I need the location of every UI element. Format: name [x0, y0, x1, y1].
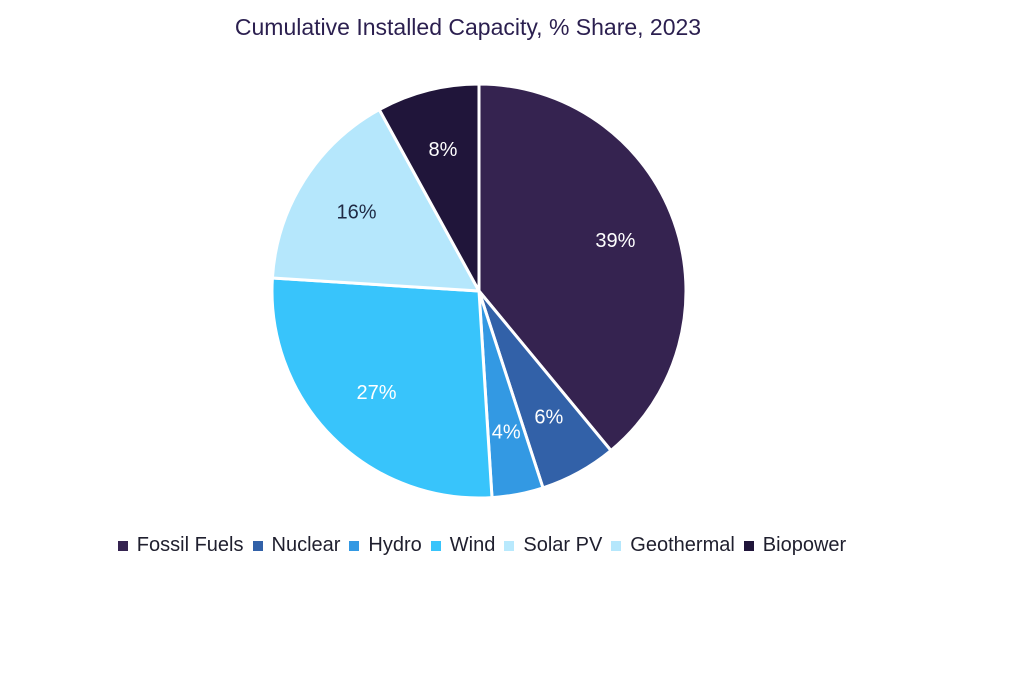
legend-label-wind: Wind [449, 534, 496, 556]
legend-item-nuclear: Nuclear [252, 534, 341, 557]
legend-swatch-wind [430, 540, 441, 551]
pie-slice-geothermal [270, 107, 482, 293]
legend-item-biopower: Biopower [743, 534, 847, 557]
pie-slice-biopower [377, 82, 481, 292]
legend-swatch-geothermal [611, 540, 622, 551]
legend-swatch-fossil-fuels [117, 540, 128, 551]
legend-item-geothermal: Geothermal [611, 534, 735, 557]
data-label-geothermal: 16% [337, 202, 377, 224]
legend-item-fossil-fuels: Fossil Fuels [117, 534, 244, 557]
legend-label-solar-pv: Solar PV [523, 534, 603, 556]
legend-label-biopower: Biopower [762, 534, 847, 556]
pie-slice-wind [270, 276, 494, 500]
legend-swatch-hydro [349, 540, 360, 551]
data-label-fossil-fuels: 39% [595, 230, 635, 252]
data-label-biopower: 8% [428, 139, 457, 161]
legend-label-hydro: Hydro [368, 534, 422, 556]
pie-slice-fossil-fuels [477, 82, 688, 453]
data-label-hydro: 4% [492, 422, 521, 444]
legend-item-wind: Wind [430, 534, 496, 557]
data-label-wind: 27% [356, 382, 396, 404]
legend-label-nuclear: Nuclear [271, 534, 341, 556]
legend-swatch-solar-pv [504, 540, 515, 551]
data-label-nuclear: 6% [534, 406, 563, 428]
legend: Fossil Fuels Nuclear Hydro Wind Solar PV Geot… [0, 534, 964, 557]
chart-title: Cumulative Installed Capacity, % Share, … [234, 14, 702, 40]
legend-item-hydro: Hydro [349, 534, 422, 557]
legend-label-fossil-fuels: Fossil Fuels [136, 534, 244, 556]
legend-swatch-biopower [743, 540, 754, 551]
legend-swatch-nuclear [252, 540, 263, 551]
legend-label-geothermal: Geothermal [630, 534, 735, 556]
legend-item-solar-pv: Solar PV [504, 534, 602, 557]
